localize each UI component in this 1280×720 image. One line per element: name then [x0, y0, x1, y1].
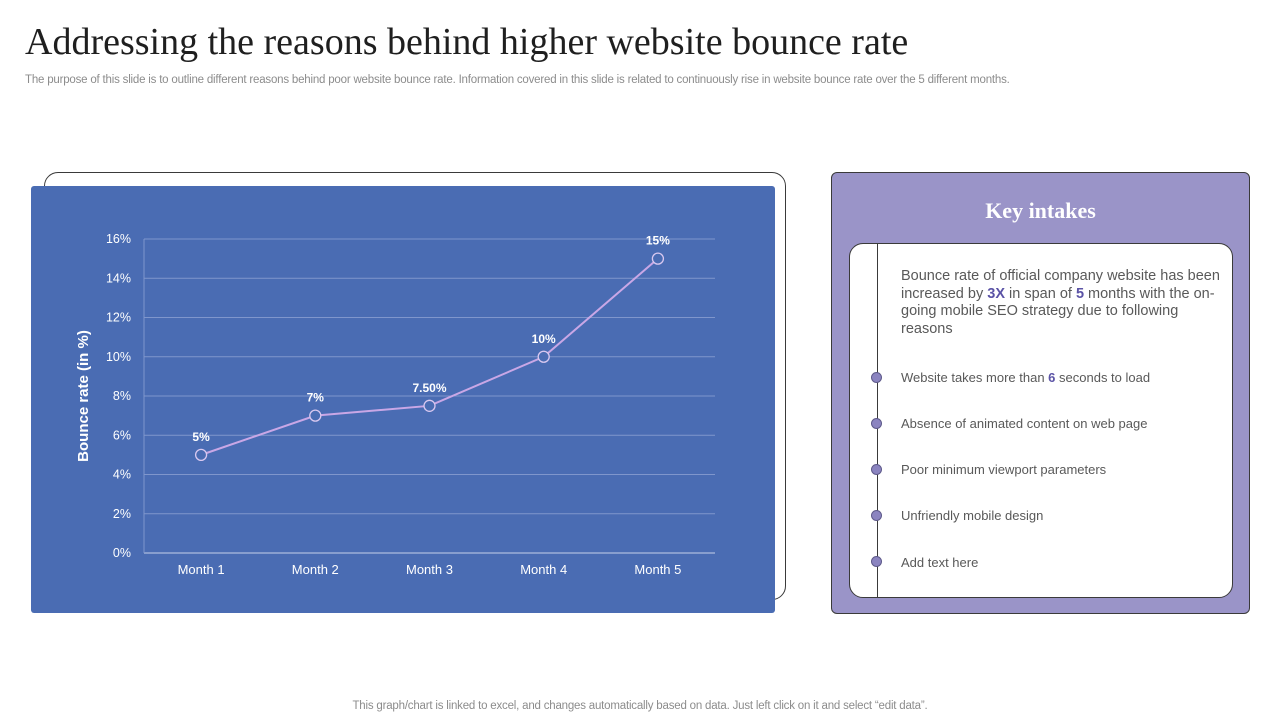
footer-note: This graph/chart is linked to excel, and… — [352, 700, 928, 712]
timeline-dot-icon — [871, 418, 882, 429]
key-intakes-card: Bounce rate of official company website … — [849, 243, 1233, 598]
y-tick-label: 14% — [106, 271, 131, 285]
y-tick-label: 4% — [113, 468, 131, 482]
y-tick-label: 16% — [106, 232, 131, 246]
reason-item: Website takes more than 6 seconds to loa… — [901, 370, 1151, 385]
reason-item: Poor minimum viewport parameters — [901, 462, 1107, 477]
y-tick-label: 6% — [113, 428, 131, 442]
timeline-dot-icon — [871, 372, 882, 383]
data-point — [309, 409, 322, 422]
y-tick-label: 12% — [106, 311, 131, 325]
timeline-dot-icon — [871, 510, 882, 521]
timeline-dot-icon — [871, 464, 882, 475]
data-point — [651, 252, 665, 265]
chart-panel[interactable]: 0% 2% 4% 6% 8% 10% 12% 14% 16% Month 1 Month 2 Mont… — [31, 186, 775, 613]
page-subtitle: The purpose of this slide is to outline … — [25, 74, 1010, 86]
timeline-dot-icon — [871, 556, 882, 567]
y-tick-label: 8% — [113, 389, 131, 403]
key-intakes-panel: Key intakes Bounce rate of official comp… — [831, 172, 1250, 614]
x-tick-label: Month 4 — [520, 562, 567, 577]
reason-item: Unfriendly mobile design — [901, 508, 1044, 523]
data-point — [423, 399, 436, 412]
data-label: 10% — [532, 332, 556, 346]
reason-item: Add text here — [901, 555, 979, 570]
data-label: 15% — [646, 234, 670, 248]
x-tick-label: Month 2 — [292, 562, 339, 577]
data-label: 5% — [192, 430, 210, 444]
reason-item: Absence of animated content on web page — [901, 416, 1148, 431]
data-point — [537, 350, 550, 363]
y-tick-label: 0% — [113, 546, 131, 560]
data-label: 7% — [307, 391, 325, 405]
data-point — [194, 448, 208, 462]
y-axis-title: Bounce rate (in %) — [75, 330, 92, 462]
highlight-3x: 3X — [987, 285, 1005, 302]
x-tick-label: Month 5 — [634, 562, 681, 577]
bounce-rate-line-chart[interactable]: 0% 2% 4% 6% 8% 10% 12% 14% 16% Month 1 Month 2 Mont… — [31, 186, 775, 613]
data-label: 7.50% — [412, 381, 446, 395]
x-tick-label: Month 1 — [178, 562, 225, 577]
key-intakes-intro: Bounce rate of official company website … — [901, 268, 1220, 337]
x-tick-label: Month 3 — [406, 562, 453, 577]
highlight-5: 5 — [1075, 285, 1085, 302]
key-intakes-title: Key intakes — [985, 198, 1096, 223]
y-tick-label: 10% — [106, 350, 131, 364]
page-title: Addressing the reasons behind higher web… — [25, 21, 909, 63]
y-tick-label: 2% — [113, 507, 131, 521]
